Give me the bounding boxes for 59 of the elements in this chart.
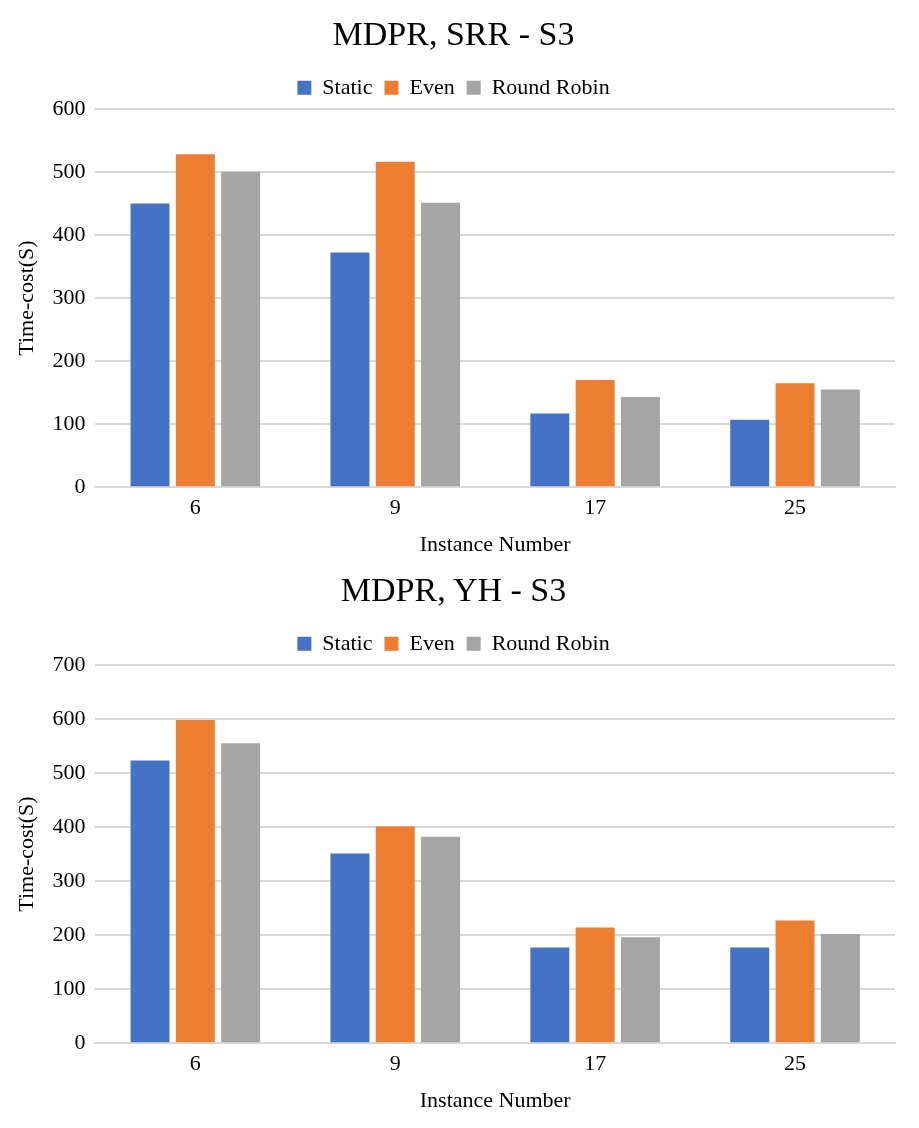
x-tick-label: 9 (389, 494, 401, 520)
bar (730, 947, 770, 1043)
x-tick-label: 25 (784, 494, 807, 520)
y-tick-label: 600 (52, 94, 86, 120)
bar (575, 927, 615, 1043)
y-tick-label: 500 (52, 758, 86, 784)
y-tick-label: 0 (74, 1028, 86, 1054)
y-tick-label: 700 (52, 650, 86, 676)
y-tick-label: 500 (52, 157, 86, 183)
bar (421, 836, 461, 1043)
legend-label: Even (409, 73, 455, 99)
y-axis-title: Time-cost(S) (12, 240, 38, 356)
bar (375, 161, 415, 487)
bar (175, 719, 215, 1043)
y-tick-label: 300 (52, 283, 86, 309)
bar (221, 171, 261, 487)
y-tick-label: 400 (52, 812, 86, 838)
bar (421, 202, 461, 487)
y-tick-label: 0 (74, 472, 86, 498)
bar (175, 154, 215, 487)
legend-label: Round Robin (491, 629, 610, 655)
bar (775, 383, 815, 487)
bar (620, 937, 660, 1043)
legend-label: Static (322, 73, 373, 99)
y-tick-label: 100 (52, 409, 86, 435)
y-tick-label: 200 (52, 920, 86, 946)
legend-label: Even (409, 629, 455, 655)
bar (820, 389, 860, 487)
bar (530, 947, 570, 1043)
bar (530, 413, 570, 487)
x-axis-title: Instance Number (419, 1086, 572, 1112)
bar (130, 203, 170, 487)
x-axis-title: Instance Number (419, 530, 572, 556)
bar (221, 743, 261, 1043)
bar (575, 379, 615, 487)
x-tick-label: 6 (189, 494, 201, 520)
bar (330, 252, 370, 487)
y-tick-label: 300 (52, 866, 86, 892)
legend-label: Round Robin (491, 73, 610, 99)
x-tick-label: 9 (389, 1050, 401, 1076)
y-tick-label: 200 (52, 346, 86, 372)
y-tick-label: 100 (52, 974, 86, 1000)
bar (775, 920, 815, 1043)
bar (820, 934, 860, 1043)
y-tick-label: 600 (52, 704, 86, 730)
bar (330, 853, 370, 1043)
chart-title: MDPR, SRR - S3 (332, 15, 575, 53)
y-axis-title: Time-cost(S) (12, 796, 38, 912)
x-tick-label: 17 (584, 1050, 607, 1076)
bar (375, 826, 415, 1043)
legend-label: Static (322, 629, 373, 655)
bar (130, 760, 170, 1043)
x-tick-label: 17 (584, 494, 607, 520)
y-tick-label: 400 (52, 220, 86, 246)
chart-title: MDPR, YH - S3 (340, 571, 567, 609)
bar (620, 397, 660, 487)
x-tick-label: 6 (189, 1050, 201, 1076)
bar (730, 419, 770, 487)
x-tick-label: 25 (784, 1050, 807, 1076)
